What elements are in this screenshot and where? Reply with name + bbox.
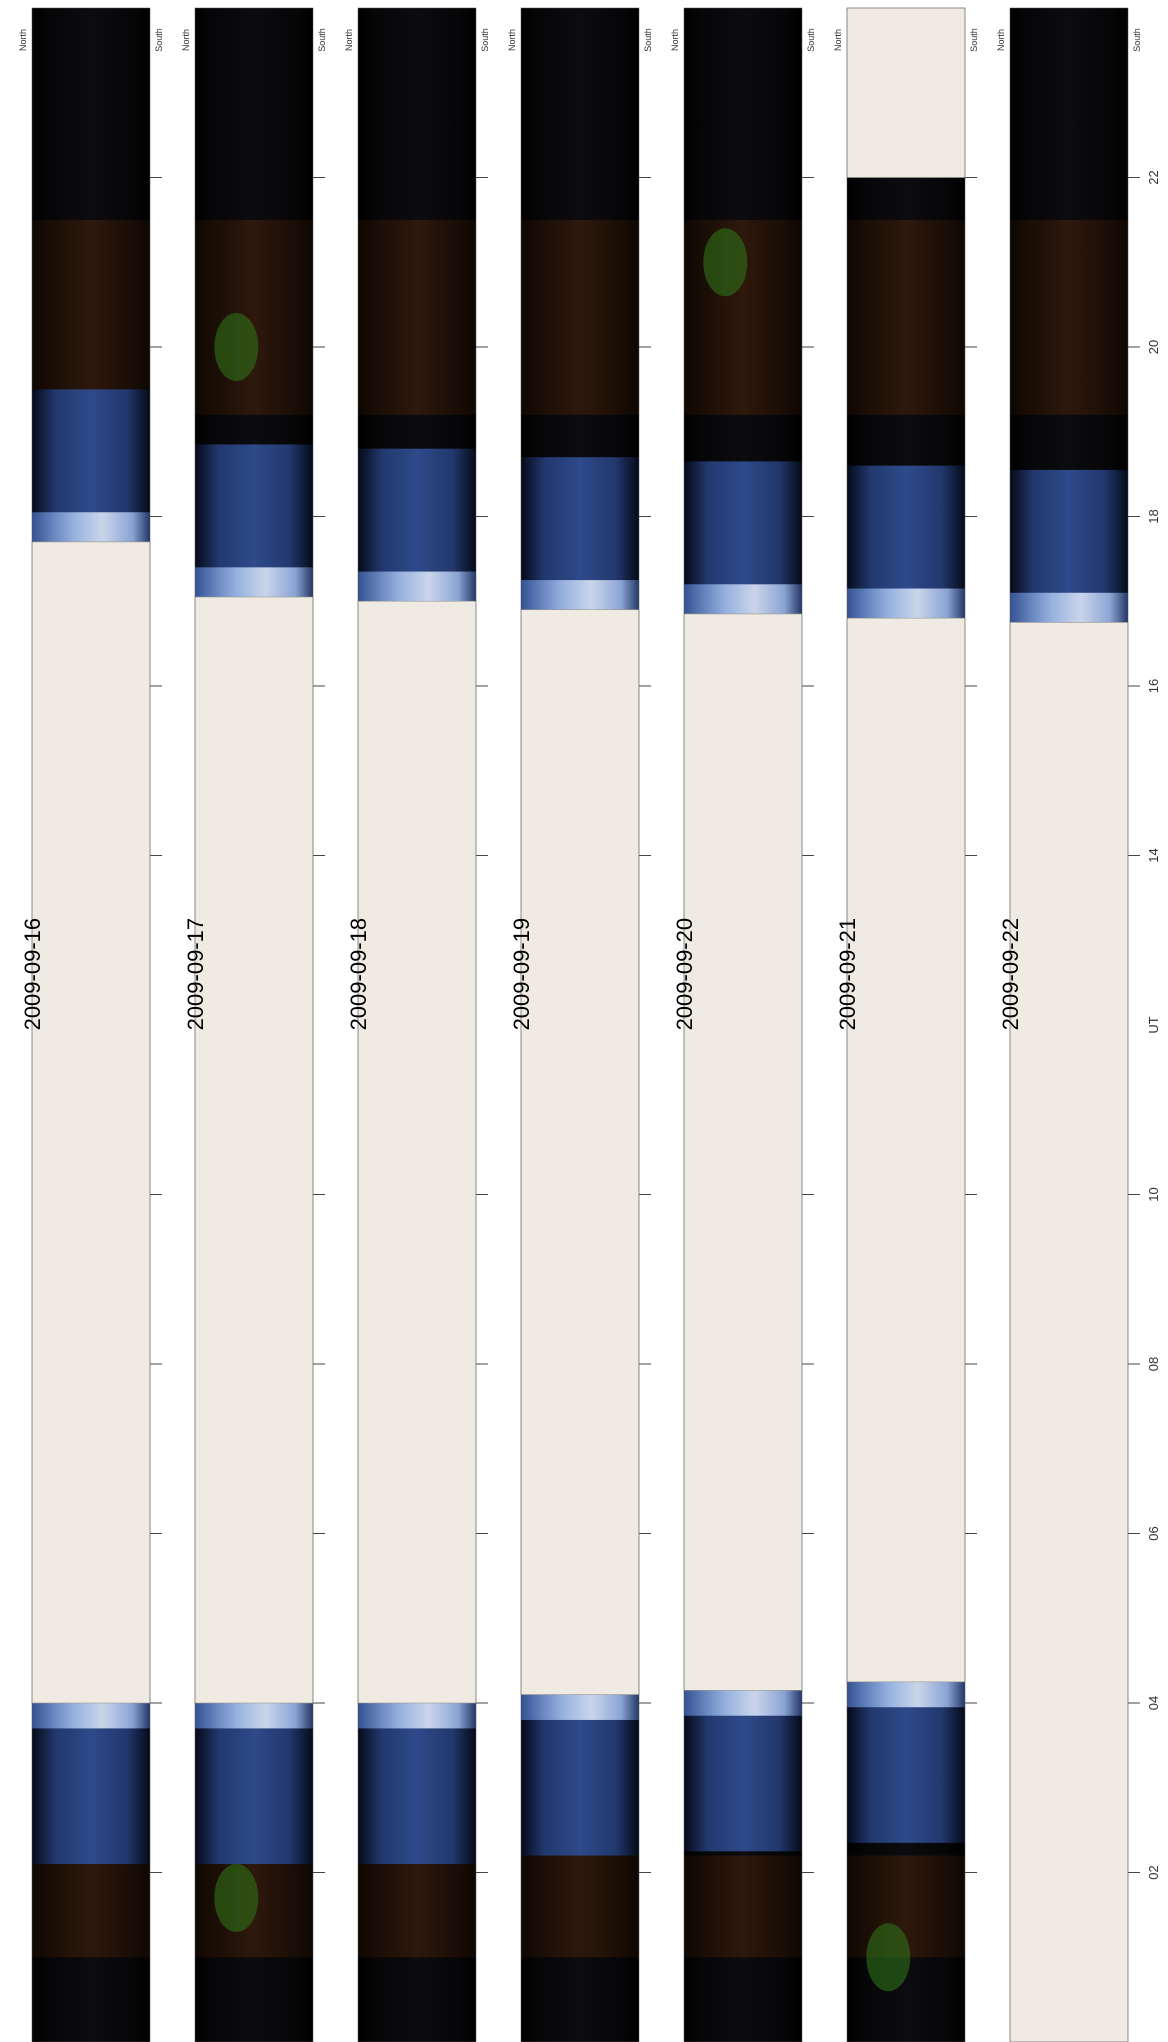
airglow-band (847, 219, 965, 415)
north-label: North (833, 29, 843, 51)
day-strip (520, 7, 640, 2042)
twilight-edge-morning (195, 1703, 313, 1729)
airglow-band (32, 1855, 150, 1958)
strip-frame (357, 7, 477, 2042)
twilight-band-morning (684, 1690, 802, 1852)
strip-frame (683, 7, 803, 2042)
strip-frame (520, 7, 640, 2042)
airglow-band (521, 219, 639, 415)
tick-label: 18 (1146, 509, 1161, 523)
labels-layer: 2009-09-16 North South 2009-09-17 North South… (18, 28, 1161, 1880)
twilight-band-morning (847, 1681, 965, 1843)
twilight-band-morning (195, 1703, 313, 1865)
twilight-band-morning (32, 1703, 150, 1865)
daylight-block (357, 600, 477, 1704)
aurora-patch (866, 1923, 911, 1992)
strip-frame (31, 7, 151, 2042)
strip-frame (1009, 7, 1129, 2042)
daylight-block (31, 541, 151, 1704)
north-label: North (670, 29, 680, 51)
tick-label: 04 (1146, 1696, 1161, 1710)
strip-frame (194, 7, 314, 2042)
day-strip (194, 7, 314, 2042)
north-label: North (344, 29, 354, 51)
daylight-block (846, 617, 966, 1683)
south-label: South (317, 28, 327, 52)
airglow-band (358, 1855, 476, 1958)
twilight-edge-evening (195, 567, 313, 598)
tick-label: 16 (1146, 679, 1161, 693)
day-date-label: 2009-09-19 (509, 918, 534, 1031)
twilight-band-morning (521, 1694, 639, 1856)
daylight-block (683, 613, 803, 1691)
day-strip (683, 7, 803, 2042)
day-strip (357, 7, 477, 2042)
tick-label: 02 (1146, 1865, 1161, 1879)
tick-label: 06 (1146, 1526, 1161, 1540)
tick-label: 10 (1146, 1187, 1161, 1201)
aurora-patch (214, 313, 259, 381)
twilight-band-morning (358, 1703, 476, 1865)
south-label: South (154, 28, 164, 52)
twilight-edge-evening (521, 580, 639, 610)
day-date-label: 2009-09-20 (672, 918, 697, 1031)
airglow-band (1010, 219, 1128, 415)
ticks-layer (150, 177, 1140, 1873)
day-strip (846, 7, 966, 2042)
twilight-edge-evening (32, 512, 150, 542)
day-date-label: 2009-09-17 (183, 918, 208, 1031)
twilight-edge-morning (847, 1681, 965, 1708)
north-label: North (996, 29, 1006, 51)
airglow-band (195, 219, 313, 415)
twilight-edge-evening (358, 571, 476, 602)
strip-frame (846, 7, 966, 2042)
tick-label: 20 (1146, 340, 1161, 354)
day-date-label: 2009-09-18 (346, 918, 371, 1031)
daylight-block (520, 609, 640, 1695)
north-label: North (507, 29, 517, 51)
north-label: North (18, 29, 28, 51)
x-axis-label: UT (1146, 1016, 1161, 1033)
tick-label: 22 (1146, 170, 1161, 184)
twilight-edge-morning (32, 1703, 150, 1729)
daylight-block (194, 596, 314, 1704)
day-date-label: 2009-09-16 (20, 918, 45, 1031)
north-label: North (181, 29, 191, 51)
twilight-edge-morning (521, 1694, 639, 1720)
tick-label: 14 (1146, 848, 1161, 862)
airglow-band (521, 1855, 639, 1958)
south-label: South (969, 28, 979, 52)
aurora-patch (214, 1863, 259, 1932)
twilight-edge-evening (1010, 592, 1128, 623)
day-strip (1009, 7, 1129, 2042)
south-label: South (480, 28, 490, 52)
twilight-edge-evening (684, 584, 802, 614)
daylight-block-late (846, 7, 966, 178)
airglow-band (684, 1855, 802, 1958)
strips-layer (31, 7, 1129, 2042)
airglow-band (358, 219, 476, 415)
day-strip (31, 7, 151, 2042)
airglow-band (32, 219, 150, 415)
south-label: South (1132, 28, 1142, 52)
day-date-label: 2009-09-22 (998, 918, 1023, 1031)
daylight-block (1009, 622, 1129, 2042)
day-date-label: 2009-09-21 (835, 918, 860, 1031)
twilight-edge-morning (684, 1690, 802, 1716)
south-label: South (806, 28, 816, 52)
south-label: South (643, 28, 653, 52)
twilight-edge-morning (358, 1703, 476, 1729)
aurora-patch (703, 228, 748, 297)
tick-label: 08 (1146, 1357, 1161, 1371)
twilight-edge-evening (847, 588, 965, 619)
